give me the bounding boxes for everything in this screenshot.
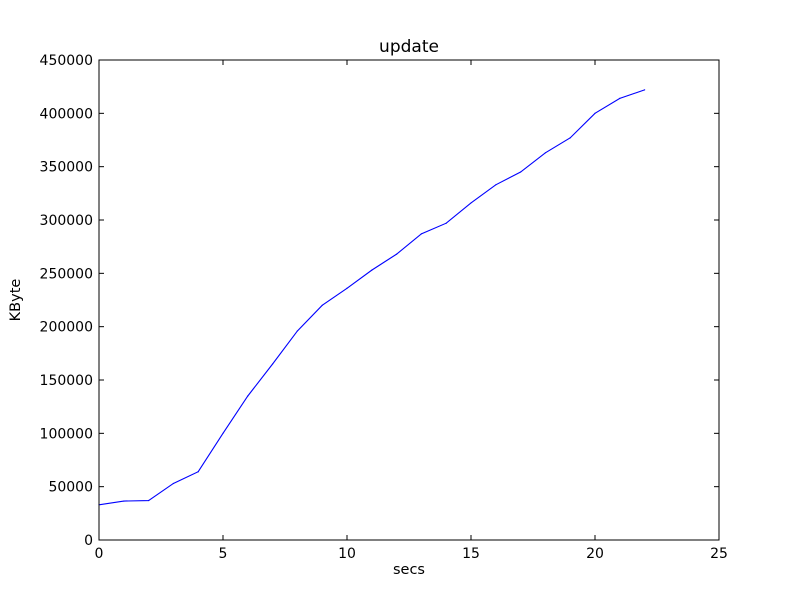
- data-point: [148, 499, 150, 502]
- data-point: [321, 304, 323, 306]
- data-point: [495, 184, 497, 186]
- data-point: [569, 137, 571, 139]
- data-point: [247, 395, 249, 397]
- axis-ticks: 0 5 10 15 20 25 0 50000 100000 150000 200000 250000…: [40, 53, 728, 562]
- y-tick-label: 300000: [40, 213, 93, 229]
- x-tick-label: 5: [219, 546, 228, 562]
- x-tick-label: 25: [710, 546, 728, 562]
- data-point: [644, 89, 646, 91]
- data-point: [544, 152, 547, 154]
- data-point: [420, 233, 422, 235]
- y-tick-label: 350000: [40, 160, 93, 176]
- x-tick-label: 0: [95, 546, 104, 562]
- y-axis-title: KByte: [8, 279, 24, 322]
- data-point: [396, 253, 398, 255]
- x-tick-label: 15: [462, 546, 480, 562]
- y-tick-label: 150000: [40, 373, 93, 389]
- y-tick-label: 250000: [40, 266, 93, 282]
- series-layer: [98, 89, 646, 506]
- y-tick-label: 0: [84, 533, 93, 549]
- x-axis-title: secs: [393, 562, 425, 578]
- data-point: [470, 202, 472, 204]
- y-tick-label: 450000: [40, 53, 93, 69]
- data-point: [619, 97, 621, 99]
- data-point: [222, 432, 224, 434]
- data-point: [172, 482, 174, 485]
- plot-area-frame: [98, 59, 720, 541]
- data-point: [594, 112, 596, 114]
- data-point: [272, 363, 274, 365]
- data-point: [197, 471, 199, 473]
- y-tick-label: 400000: [40, 106, 93, 122]
- x-tick-label: 10: [338, 546, 356, 562]
- y-tick-label: 200000: [40, 320, 93, 336]
- y-tick-label: 100000: [40, 426, 93, 442]
- data-point: [520, 171, 522, 173]
- data-point: [371, 269, 373, 271]
- chart-title: update: [379, 37, 439, 57]
- data-point: [445, 222, 447, 224]
- data-point: [123, 500, 125, 502]
- series-line: [98, 89, 645, 506]
- x-tick-label: 20: [586, 546, 604, 562]
- y-tick-label: 50000: [48, 480, 93, 496]
- data-point: [346, 287, 348, 289]
- data-point: [296, 330, 298, 332]
